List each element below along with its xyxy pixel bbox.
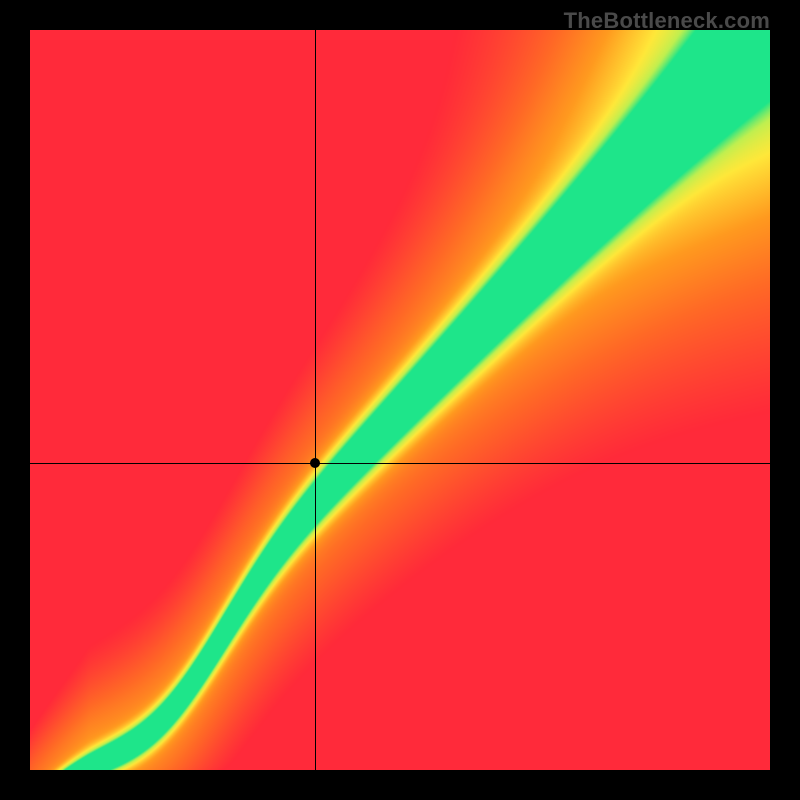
crosshair-horizontal [30,463,770,464]
plot-frame [30,30,770,770]
watermark-text: TheBottleneck.com [564,8,770,34]
crosshair-vertical [315,30,316,770]
chart-outer: TheBottleneck.com [0,0,800,800]
heatmap-canvas [30,30,770,770]
marker-dot [310,458,320,468]
